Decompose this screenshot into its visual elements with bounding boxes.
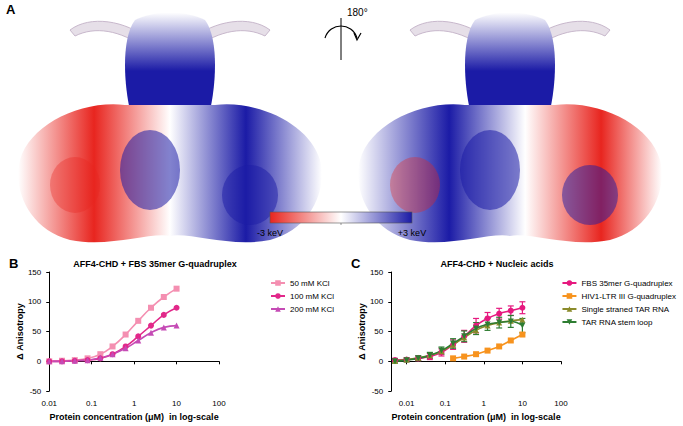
svg-text:0.1: 0.1 <box>86 399 98 408</box>
svg-text:100 mM KCl: 100 mM KCl <box>290 292 334 301</box>
svg-text:200 mM KCl: 200 mM KCl <box>290 305 334 314</box>
svg-text:50 mM KCl: 50 mM KCl <box>290 279 330 288</box>
svg-text:Protein concentration (μM) in: Protein concentration (μM) in log-scale <box>50 412 219 422</box>
svg-text:A: A <box>6 2 16 17</box>
svg-text:Δ Anisotropy: Δ Anisotropy <box>15 303 25 359</box>
svg-text:-50: -50 <box>372 387 384 396</box>
svg-text:150: 150 <box>28 268 42 277</box>
svg-text:1: 1 <box>482 399 487 408</box>
svg-text:50: 50 <box>32 327 41 336</box>
svg-text:100: 100 <box>212 399 226 408</box>
svg-text:FBS 35mer G-quadruplex: FBS 35mer G-quadruplex <box>581 279 672 288</box>
svg-text:Single straned TAR RNA: Single straned TAR RNA <box>581 305 669 314</box>
svg-text:0: 0 <box>379 357 384 366</box>
svg-text:+3 keV: +3 keV <box>398 228 426 238</box>
svg-text:HIV1-LTR III G-quadruplex: HIV1-LTR III G-quadruplex <box>581 292 676 301</box>
svg-text:0.01: 0.01 <box>41 399 57 408</box>
svg-text:Δ Anisotropy: Δ Anisotropy <box>357 303 367 359</box>
svg-text:-50: -50 <box>30 387 42 396</box>
svg-text:100: 100 <box>554 399 568 408</box>
svg-text:TAR RNA stem loop: TAR RNA stem loop <box>581 318 653 327</box>
svg-text:AFF4-CHD + Nucleic acids: AFF4-CHD + Nucleic acids <box>441 259 554 269</box>
svg-text:0: 0 <box>37 357 42 366</box>
svg-text:AFF4-CHD + FBS 35mer G-quadrup: AFF4-CHD + FBS 35mer G-quadruplex <box>73 259 236 269</box>
svg-text:0.01: 0.01 <box>399 399 415 408</box>
svg-text:150: 150 <box>370 268 384 277</box>
svg-text:Protein concentration (μM) in: Protein concentration (μM) in log-scale <box>392 412 561 422</box>
svg-text:100: 100 <box>28 297 42 306</box>
svg-text:10: 10 <box>518 399 527 408</box>
svg-text:B: B <box>9 256 18 271</box>
svg-text:10: 10 <box>172 399 181 408</box>
svg-text:180°: 180° <box>347 7 368 18</box>
svg-text:C: C <box>351 256 361 271</box>
svg-text:-3 keV: -3 keV <box>257 228 283 238</box>
svg-text:50: 50 <box>374 327 383 336</box>
svg-text:1: 1 <box>132 399 137 408</box>
svg-text:0.1: 0.1 <box>440 399 452 408</box>
svg-text:100: 100 <box>370 297 384 306</box>
